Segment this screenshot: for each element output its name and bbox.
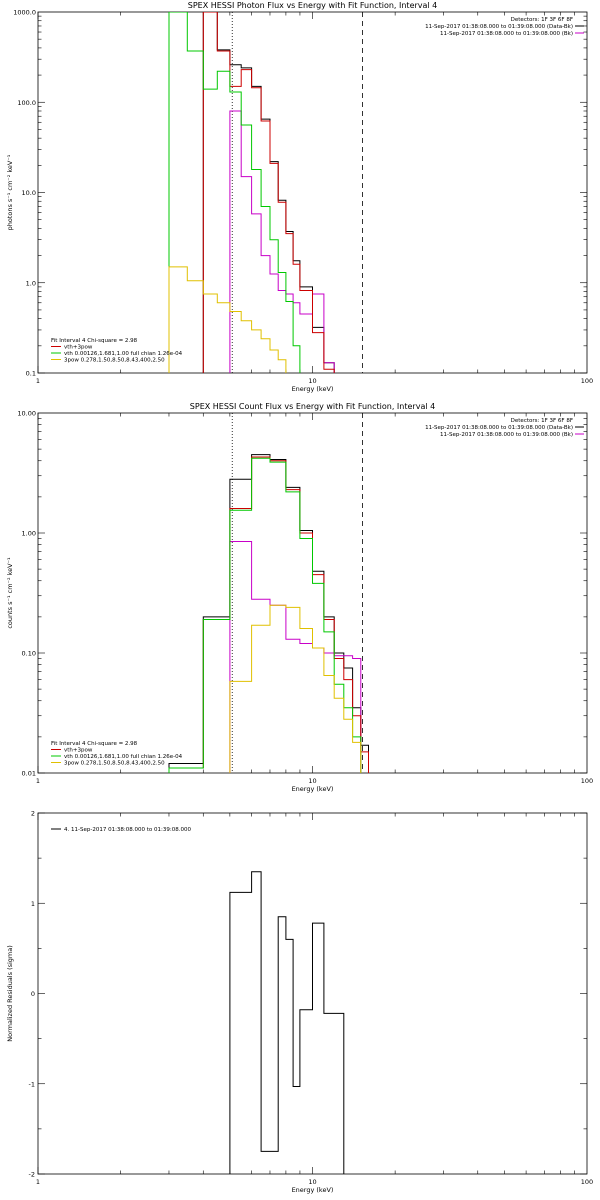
panel-3: 1 10 100 Energy (keV) -2 -1 0 1 2 Normalized Resi… [6,810,593,1195]
x-axis-label: Energy (keV) [292,1186,334,1194]
series-data-bk [202,12,335,373]
x-tick-label: 1 [36,377,40,385]
chart-title: SPEX HESSI Count Flux vs Energy with Fit… [190,402,435,411]
x-tick-label: 100 [581,377,593,385]
info-line: Detectors: 1F 3F 6F 8F [511,418,573,424]
y-tick-label: 10.0 [22,189,36,197]
y-tick-label: -1 [29,1080,35,1088]
y-tick-label: 1.0 [26,279,36,287]
legend-entry: vth+3pow [64,748,93,754]
series-group [168,454,369,773]
series-group [229,871,345,1174]
info-line: 11-Sep-2017 01:38:08.000 to 01:39:08.000… [440,432,573,438]
x-tick-label: 1 [36,777,40,785]
y-tick-label: -2 [29,1171,35,1179]
y-tick-label: 0.1 [26,370,36,378]
legend-entry: 4. 11-Sep-2017 01:38:08.000 to 01:39:08.… [64,827,191,833]
series-group [168,12,335,373]
legend-entry: vth 0.00126,1.681,1.00 full chian 1.26e-… [64,754,183,760]
y-tick-label: 0.10 [22,650,36,658]
y-tick-label: 1.00 [22,530,36,538]
y-tick-label: 100.0 [17,99,36,107]
y-tick-label: 0 [31,990,35,998]
x-tick-label: 10 [308,777,316,785]
legend-entry: 3pow 0.278,1.50,8.50,8.43,400,2.50 [64,761,165,767]
panel-2: SPEX HESSI Count Flux vs Energy with Fit… [6,402,593,793]
y-tick-label: 2 [31,810,35,818]
series-vth-3pow [202,12,335,373]
y-axis-label: counts s⁻¹ cm⁻² keV⁻¹ [6,557,14,629]
series-bk [229,110,335,373]
legend-entry: Fit Interval 4 Chi-square = 2.98 [51,338,138,344]
info-line: 11-Sep-2017 01:38:08.000 to 01:39:08.000… [425,24,573,30]
x-tick-label: 100 [581,777,593,785]
y-tick-label: 1 [31,900,35,908]
info-line: 11-Sep-2017 01:38:08.000 to 01:39:08.000… [440,31,573,37]
legend-entry: Fit Interval 4 Chi-square = 2.98 [51,741,138,747]
x-tick-label: 10 [308,1178,316,1186]
panel-1: SPEX HESSI Photon Flux vs Energy with Fi… [6,1,593,393]
series-vth-3pow [168,456,369,773]
legend-entry: 3pow 0.278,1.50,8.50,8.43,400,2.50 [64,358,165,364]
series-4-11-sep-2017-01-38-08-000-to-01-39-08-000 [229,871,345,1174]
info-line: 11-Sep-2017 01:38:08.000 to 01:39:08.000… [425,425,573,431]
series-3pow [168,266,287,373]
legend-entry: vth 0.00126,1.681,1.00 full chian 1.26e-… [64,351,183,357]
y-tick-label: 1000.0 [13,9,36,17]
y-tick-label: 0.01 [22,770,36,778]
y-axis-label: Normalized Residuals (sigma) [6,945,14,1042]
series-3pow [229,604,362,773]
chart-title: SPEX HESSI Photon Flux vs Energy with Fi… [188,1,438,10]
y-axis-label: photons s⁻¹ cm⁻² keV⁻¹ [6,154,14,230]
x-axis-label: Energy (keV) [292,385,334,393]
series-data-bk [168,454,369,773]
x-axis-label: Energy (keV) [292,785,334,793]
y-tick-label: 10.00 [17,410,36,418]
legend-entry: vth+3pow [64,345,93,351]
x-tick-label: 1 [36,1178,40,1186]
x-tick-label: 10 [308,377,316,385]
info-line: Detectors: 1F 3F 6F 8F [511,17,573,23]
plot-frame [37,412,588,774]
x-tick-label: 100 [581,1178,593,1186]
series-vth [168,12,301,373]
